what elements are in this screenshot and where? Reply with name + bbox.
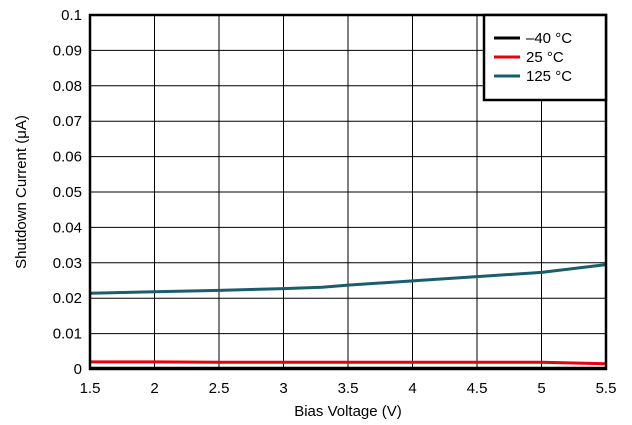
x-tick-label: 3 (279, 380, 287, 397)
x-tick-label: 1.5 (80, 380, 101, 397)
grid (89, 14, 607, 370)
y-tick-label: 0.04 (53, 219, 82, 236)
series-line-2 (89, 263, 607, 295)
y-tick-labels: 0 0.01 0.02 0.03 0.04 0.05 0.06 0.07 0.08 0.09 0.1 (53, 7, 82, 378)
legend: –40 °C 25 °C 125 °C (482, 13, 608, 102)
x-tick-label: 2.5 (209, 380, 230, 397)
x-tick-label: 5 (537, 380, 545, 397)
series-line-1 (90, 360, 607, 366)
y-tick-label: 0.08 (53, 78, 82, 95)
y-axis-title: Shutdown Current (μA) (13, 115, 30, 269)
legend-label-0: –40 °C (526, 30, 572, 47)
y-tick-label: 0.07 (53, 113, 82, 130)
y-tick-label: 0 (74, 361, 82, 378)
y-tick-label: 0.01 (53, 326, 82, 343)
x-tick-label: 4.5 (467, 380, 488, 397)
x-tick-labels: 1.5 2 2.5 3 3.5 4 4.5 5 5.5 (80, 380, 617, 397)
x-tick-label: 4 (408, 380, 416, 397)
y-tick-label: 0.05 (53, 184, 82, 201)
x-tick-label: 3.5 (338, 380, 359, 397)
y-tick-label: 0.1 (61, 7, 82, 24)
y-tick-label: 0.09 (53, 42, 82, 59)
x-tick-label: 5.5 (596, 380, 617, 397)
y-tick-label: 0.03 (53, 255, 82, 272)
x-tick-label: 2 (150, 380, 158, 397)
y-tick-label: 0.02 (53, 290, 82, 307)
plot-frame (88, 13, 608, 371)
x-axis-title: Bias Voltage (V) (294, 403, 402, 420)
y-tick-label: 0.06 (53, 149, 82, 166)
legend-label-1: 25 °C (526, 49, 564, 66)
legend-label-2: 125 °C (526, 68, 572, 85)
